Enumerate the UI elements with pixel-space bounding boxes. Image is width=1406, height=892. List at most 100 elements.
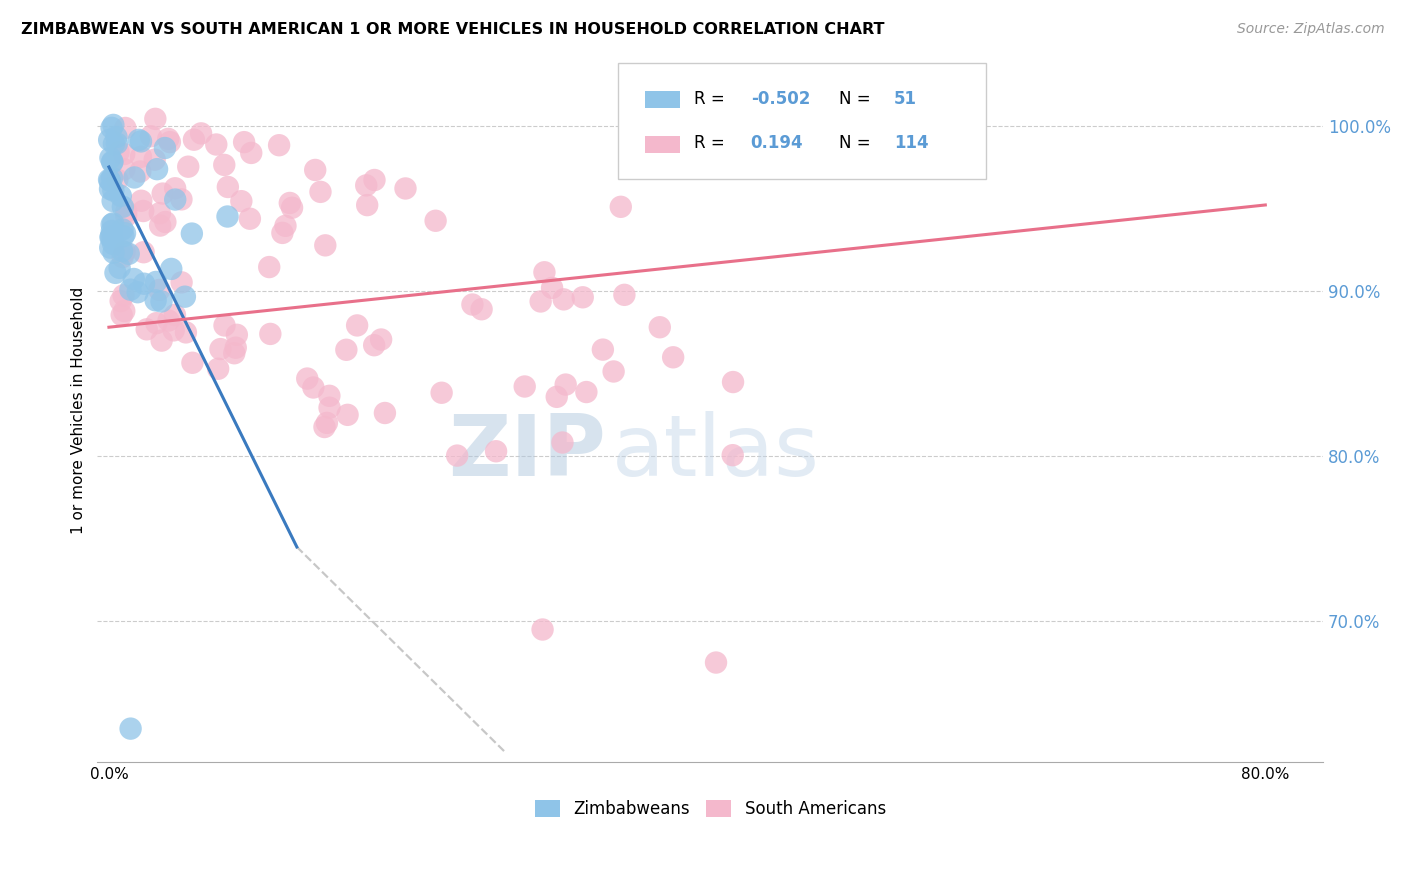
Point — [101, 216, 124, 230]
Point — [103, 118, 125, 132]
Point — [551, 435, 574, 450]
Point — [610, 200, 633, 214]
Point — [592, 343, 614, 357]
Point — [101, 170, 124, 185]
Point — [269, 138, 291, 153]
Point — [98, 182, 121, 196]
Point — [318, 401, 340, 415]
Point — [314, 420, 336, 434]
Point — [530, 294, 553, 309]
Point — [430, 385, 453, 400]
Point — [157, 132, 180, 146]
Point — [107, 145, 129, 160]
Point — [101, 154, 124, 169]
Point — [132, 245, 155, 260]
Point — [575, 385, 598, 400]
Point — [225, 341, 247, 355]
Text: N =: N = — [839, 89, 876, 108]
Point — [648, 320, 671, 334]
Point — [170, 276, 193, 290]
Point — [135, 322, 157, 336]
Point — [354, 178, 377, 193]
Point — [110, 293, 132, 308]
Point — [103, 245, 125, 260]
Point — [112, 162, 135, 177]
Bar — [645, 91, 679, 109]
Point — [363, 338, 385, 352]
Point — [174, 326, 197, 340]
Point — [271, 226, 294, 240]
Point — [209, 342, 232, 356]
Point — [297, 371, 319, 385]
Point — [146, 162, 169, 177]
Point — [132, 204, 155, 219]
Point — [103, 184, 125, 198]
Legend: Zimbabweans, South Americans: Zimbabweans, South Americans — [529, 793, 893, 825]
Point — [163, 323, 186, 337]
Point — [127, 285, 149, 300]
Point — [471, 302, 494, 317]
Point — [114, 244, 136, 259]
Point — [150, 294, 173, 309]
Text: 51: 51 — [894, 89, 917, 108]
Point — [110, 189, 132, 203]
Point — [103, 136, 125, 151]
Point — [217, 210, 239, 224]
Point — [278, 196, 301, 211]
Point — [129, 135, 152, 149]
Point — [98, 133, 121, 147]
Text: N =: N = — [839, 135, 876, 153]
Point — [177, 160, 200, 174]
Point — [149, 219, 172, 233]
Point — [281, 201, 304, 215]
Point — [157, 313, 180, 327]
Point — [118, 247, 141, 261]
Point — [533, 265, 555, 279]
Point — [114, 227, 136, 241]
Point — [114, 120, 136, 135]
Point — [173, 290, 195, 304]
Text: -0.502: -0.502 — [751, 89, 810, 108]
Point — [145, 293, 167, 308]
Point — [100, 120, 122, 135]
Point — [120, 283, 142, 297]
Text: atlas: atlas — [612, 411, 820, 494]
Point — [257, 260, 280, 274]
Point — [143, 153, 166, 167]
Point — [485, 444, 508, 458]
Point — [356, 198, 378, 212]
FancyBboxPatch shape — [619, 63, 986, 179]
Point — [316, 416, 339, 430]
Point — [531, 623, 554, 637]
Point — [153, 141, 176, 155]
Point — [239, 211, 262, 226]
Point — [721, 448, 744, 462]
Point — [363, 173, 385, 187]
Point — [98, 174, 121, 188]
Point — [128, 133, 150, 147]
Point — [214, 318, 236, 333]
Point — [155, 215, 177, 229]
Text: R =: R = — [695, 135, 730, 153]
Point — [394, 181, 416, 195]
Point — [205, 137, 228, 152]
Point — [571, 290, 593, 304]
Point — [132, 277, 155, 291]
Point — [101, 155, 124, 169]
Point — [217, 180, 239, 194]
Point — [101, 194, 124, 208]
Point — [602, 364, 624, 378]
Point — [214, 158, 236, 172]
Text: ZIMBABWEAN VS SOUTH AMERICAN 1 OR MORE VEHICLES IN HOUSEHOLD CORRELATION CHART: ZIMBABWEAN VS SOUTH AMERICAN 1 OR MORE V… — [21, 22, 884, 37]
Point — [231, 194, 253, 209]
Point — [302, 380, 325, 394]
Point — [120, 722, 142, 736]
Point — [370, 333, 392, 347]
Point — [553, 293, 575, 307]
Point — [181, 356, 204, 370]
Text: 0.194: 0.194 — [751, 135, 803, 153]
Point — [115, 205, 138, 219]
Point — [108, 260, 131, 275]
Point — [100, 230, 122, 244]
Point — [152, 186, 174, 201]
